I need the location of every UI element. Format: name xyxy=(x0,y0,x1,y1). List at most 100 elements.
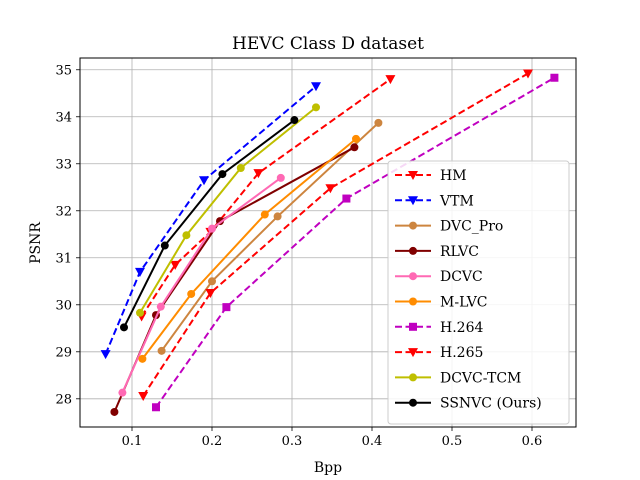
data-point-rlvc xyxy=(350,143,359,152)
data-point-dvc-pro xyxy=(157,346,166,355)
series-h-264 xyxy=(152,73,559,412)
y-axis-label: PSNR xyxy=(28,222,44,264)
series-line-vtm xyxy=(104,85,317,355)
legend-entry-ssnvc-ours: SSNVC (Ours) xyxy=(395,396,542,412)
data-point-h-264 xyxy=(222,303,231,312)
legend-swatch-marker xyxy=(409,221,417,230)
data-point-vtm xyxy=(311,82,321,92)
series-line-m-lvc xyxy=(141,138,357,360)
data-point-dcvc-tcm xyxy=(236,163,245,172)
legend-swatch-marker xyxy=(408,196,418,206)
legend-swatch-marker xyxy=(409,297,417,306)
series-line-rlvc xyxy=(113,146,355,413)
legend-box xyxy=(387,160,570,425)
legend-entry-vtm: VTM xyxy=(395,193,474,209)
series-layer xyxy=(100,69,559,416)
legend-label: HM xyxy=(440,168,467,184)
legend-entry-dcvc: DCVC xyxy=(395,269,483,285)
legend-swatch-marker xyxy=(409,373,417,382)
legend-swatch-marker xyxy=(409,398,417,407)
legend-entry-dvc-pro: DVC_Pro xyxy=(395,219,503,235)
series-line-ssnvc-ours xyxy=(123,119,296,328)
series-dvc-pro xyxy=(157,118,383,355)
data-point-m-lvc xyxy=(352,134,360,143)
legend-entry-rlvc: RLVC xyxy=(395,244,479,260)
series-dcvc-tcm xyxy=(136,103,320,317)
data-point-dcvc-tcm xyxy=(312,103,320,112)
data-point-h-265 xyxy=(523,69,533,79)
x-tick-label: 0.5 xyxy=(442,434,463,449)
data-point-vtm xyxy=(199,176,209,186)
data-point-dcvc-tcm xyxy=(182,231,191,240)
x-tick-label: 0.2 xyxy=(202,434,223,449)
legend-entry-dcvc-tcm: DCVC-TCM xyxy=(395,370,521,386)
x-tick-label: 0.3 xyxy=(282,434,303,449)
data-point-h-265 xyxy=(325,184,336,194)
y-tick-label: 34 xyxy=(55,110,72,125)
legend-entry-hm: HM xyxy=(395,168,467,184)
data-point-rlvc xyxy=(110,407,119,416)
data-point-h-264 xyxy=(342,194,351,203)
series-h-265 xyxy=(138,69,533,401)
data-point-h-264 xyxy=(550,73,559,82)
y-tick-label: 28 xyxy=(55,392,72,407)
y-tick-label: 32 xyxy=(55,204,72,219)
data-point-hm xyxy=(385,75,396,85)
legend-label: DCVC-TCM xyxy=(440,370,521,386)
y-tick-label: 29 xyxy=(55,345,72,360)
legend-swatch-marker xyxy=(409,322,417,331)
data-point-dcvc xyxy=(118,388,127,397)
legend-entry-h-265: H.265 xyxy=(395,345,483,361)
legend-label: H.265 xyxy=(440,345,483,361)
data-point-h-265 xyxy=(205,289,216,299)
data-point-dvc-pro xyxy=(273,212,282,221)
data-point-vtm xyxy=(135,267,145,277)
legend-label: VTM xyxy=(439,193,474,209)
data-point-h-265 xyxy=(138,391,149,401)
series-dcvc xyxy=(118,173,285,397)
legend-label: M-LVC xyxy=(440,295,488,311)
data-point-ssnvc-ours xyxy=(218,170,227,179)
series-line-dcvc xyxy=(121,177,282,394)
data-point-m-lvc xyxy=(138,354,147,363)
chart-title: HEVC Class D dataset xyxy=(232,34,424,54)
data-point-dvc-pro xyxy=(208,277,216,286)
legend-label: RLVC xyxy=(440,244,479,260)
series-m-lvc xyxy=(138,134,360,363)
data-point-hm xyxy=(253,169,264,179)
data-point-m-lvc xyxy=(187,289,196,298)
data-point-dcvc xyxy=(208,224,216,233)
series-line-dcvc-tcm xyxy=(139,106,317,314)
x-tick-label: 0.4 xyxy=(362,434,383,449)
data-point-h-264 xyxy=(152,403,160,412)
legend-entry-h-264: H.264 xyxy=(395,320,483,336)
legend-label: DVC_Pro xyxy=(440,219,503,235)
data-point-m-lvc xyxy=(260,210,269,219)
legend-label: DCVC xyxy=(440,269,483,285)
legend-swatch-marker xyxy=(408,171,418,180)
series-line-h-265 xyxy=(142,72,529,397)
series-line-dvc-pro xyxy=(160,122,380,352)
y-tick-label: 31 xyxy=(55,251,72,266)
x-tick-label: 0.1 xyxy=(122,434,143,449)
y-tick-label: 30 xyxy=(55,298,72,313)
series-vtm xyxy=(100,82,321,360)
series-ssnvc-ours xyxy=(120,116,299,332)
legend-swatch-marker xyxy=(409,246,417,255)
series-line-h-264 xyxy=(155,76,555,408)
legend-label: SSNVC (Ours) xyxy=(440,396,542,412)
legend-label: H.264 xyxy=(440,320,483,336)
data-point-vtm xyxy=(100,350,111,360)
data-point-ssnvc-ours xyxy=(290,116,299,125)
legend: HM VTM DVC_Pro RLVC DCVC M-LVC H.264 H.265 DCVC-… xyxy=(387,160,570,425)
data-point-ssnvc-ours xyxy=(160,241,169,250)
y-tick-label: 33 xyxy=(55,157,72,172)
y-tick-label: 35 xyxy=(55,63,72,78)
legend-swatch-marker xyxy=(409,272,417,281)
data-point-dcvc xyxy=(156,302,165,311)
data-point-dcvc-tcm xyxy=(136,308,144,317)
data-point-hm xyxy=(170,260,181,270)
legend-entry-m-lvc: M-LVC xyxy=(395,295,488,311)
data-point-ssnvc-ours xyxy=(120,323,128,332)
